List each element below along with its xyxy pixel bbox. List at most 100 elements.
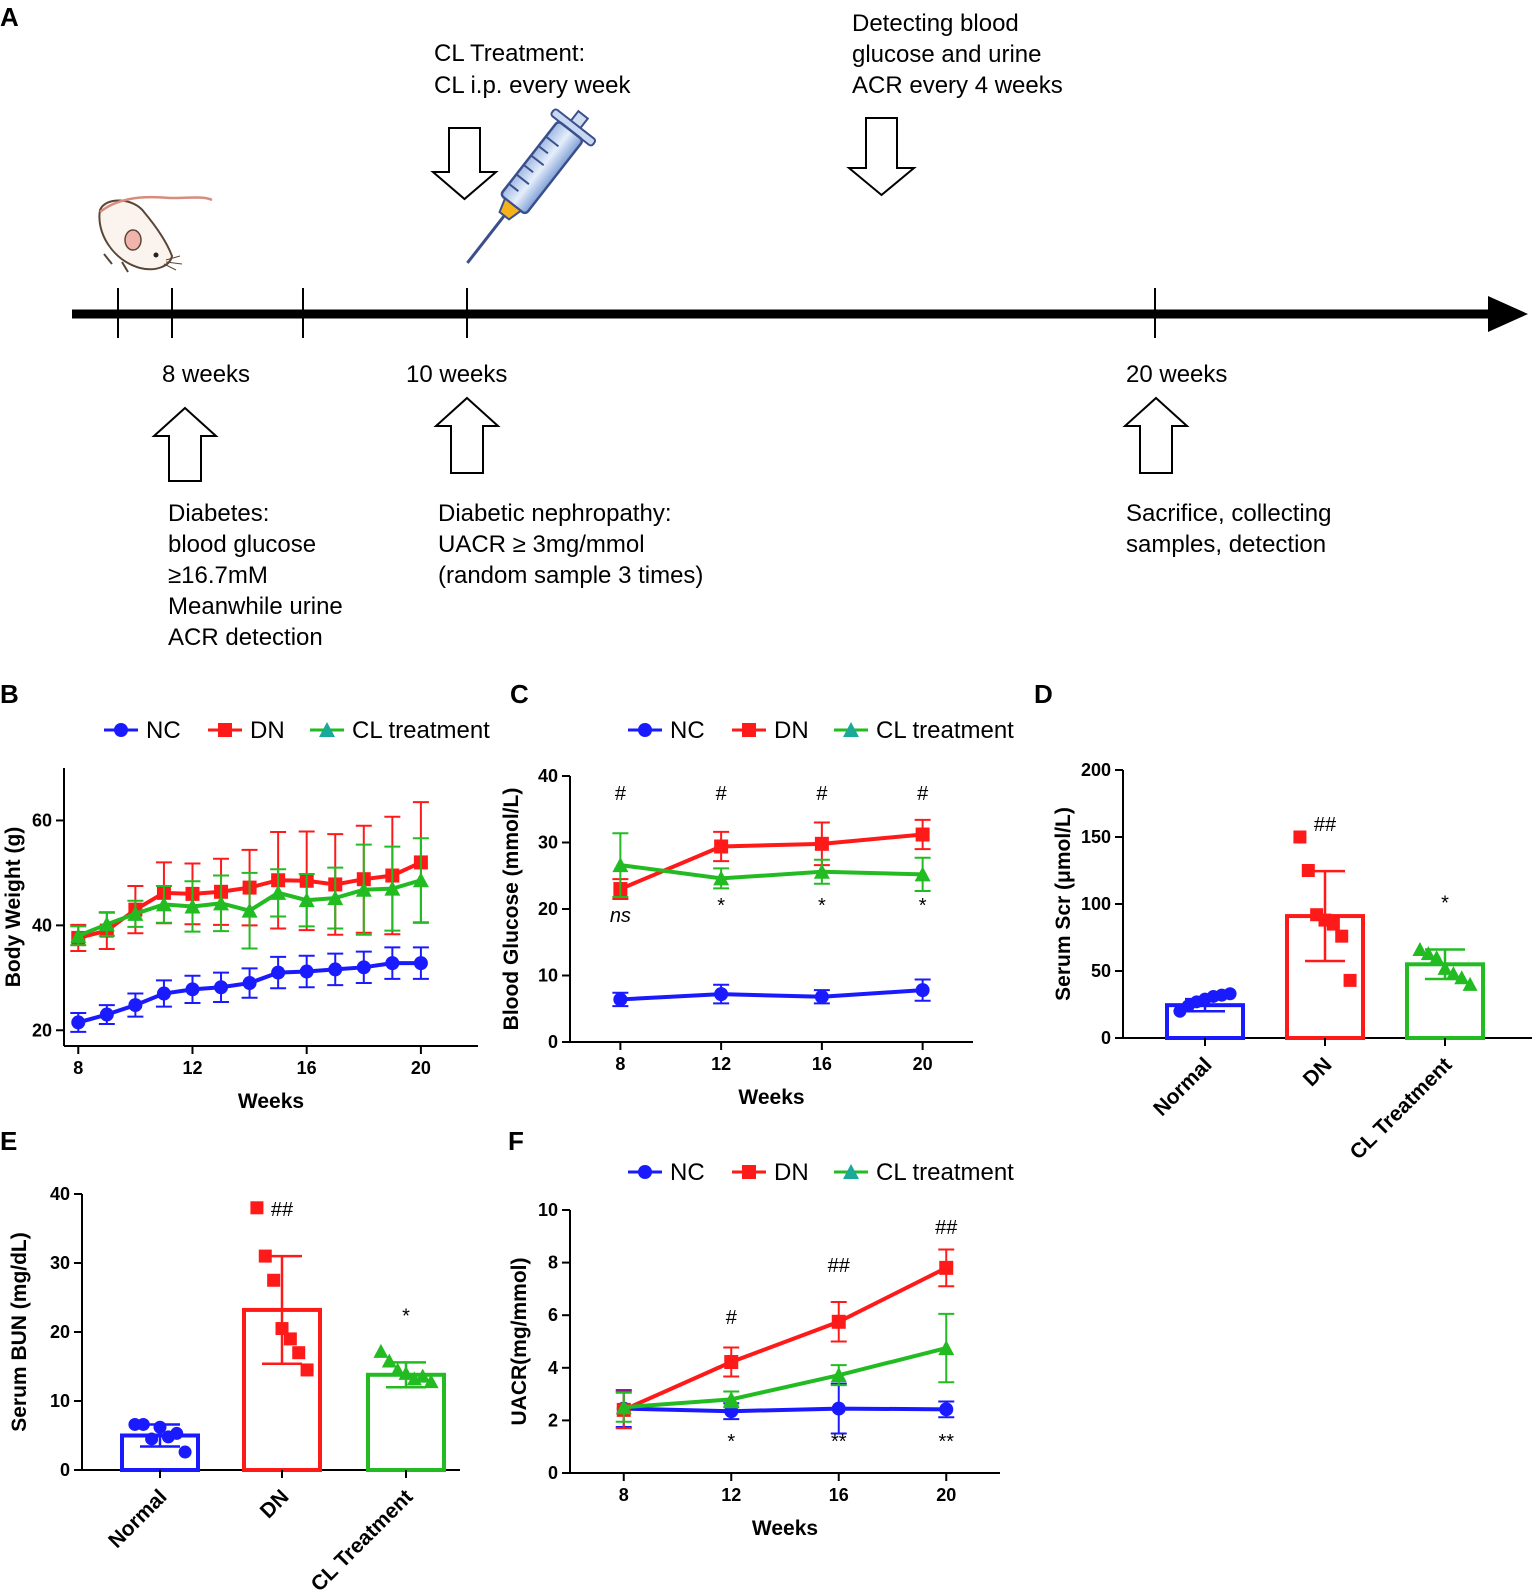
data-point — [373, 1343, 389, 1358]
data-point — [612, 857, 629, 873]
x-tick-label: 8 — [615, 1054, 625, 1074]
y-tick-label: 60 — [32, 810, 52, 830]
significance-mark: # — [726, 1307, 738, 1329]
data-point — [71, 1015, 86, 1030]
legend-marker — [319, 722, 335, 737]
x-tick-label: Normal — [1149, 1053, 1216, 1120]
diabetes-line-1: Diabetes: — [168, 500, 269, 527]
timeline-arrowhead-icon — [1488, 296, 1528, 332]
significance-mark: ## — [935, 1217, 958, 1239]
y-tick-label: 0 — [1101, 1028, 1111, 1048]
sacrifice-line-1: Sacrifice, collecting — [1126, 500, 1331, 527]
panel-b-label: B — [0, 679, 19, 709]
significance-mark: * — [402, 1305, 410, 1327]
data-point — [939, 1260, 954, 1275]
significance-mark: # — [615, 783, 627, 805]
x-tick-label: 16 — [829, 1485, 849, 1505]
series-dn — [612, 818, 931, 901]
panel-a: A CL Treatment: CL i.p. every week Detec… — [0, 2, 1528, 651]
significance-mark: ** — [831, 1431, 847, 1453]
chart-c: C NC DN CL treatment 0 10 20 30 40 8 12 16 20 Weeks Bl… — [500, 679, 1014, 1109]
x-axis-label: Weeks — [738, 1086, 804, 1109]
detecting-line-2: glucose and urine — [852, 41, 1041, 68]
nephropathy-line-3: (random sample 3 times) — [438, 562, 703, 589]
data-point — [415, 1368, 431, 1383]
legend-marker — [742, 1165, 756, 1179]
significance-mark: # — [917, 783, 929, 805]
legend-label: NC — [670, 1159, 705, 1186]
series-line — [623, 1406, 947, 1414]
data-point — [412, 872, 429, 888]
data-point — [814, 989, 829, 1004]
data-point — [99, 1007, 114, 1022]
week-10-label: 10 weeks — [406, 361, 507, 388]
series-cl-treatment — [70, 837, 429, 950]
series-cl-treatment — [615, 1312, 955, 1423]
legend-label: DN — [250, 717, 285, 744]
legend-marker — [638, 723, 652, 737]
panel-f-label: F — [508, 1126, 524, 1156]
panel-c-label: C — [510, 679, 529, 709]
data-point — [831, 1401, 846, 1416]
series-line — [619, 832, 923, 891]
y-tick-label: 40 — [538, 766, 558, 786]
y-axis-label: Blood Glucose (mmol/L) — [500, 788, 523, 1031]
y-axis-label: Serum Scr (μmol/L) — [1052, 807, 1075, 1001]
data-point — [831, 1314, 846, 1329]
data-point — [258, 1249, 272, 1263]
data-point — [813, 863, 830, 879]
data-point — [145, 1432, 159, 1446]
x-tick-label: 8 — [619, 1485, 629, 1505]
nephropathy-text: Diabetic nephropathy: UACR ≥ 3mg/mmol (r… — [438, 500, 703, 589]
y-tick-label: 10 — [538, 966, 558, 986]
series-line — [623, 1346, 947, 1410]
y-tick-label: 40 — [32, 915, 52, 935]
x-tick-label: CL Treatment — [307, 1485, 418, 1591]
x-tick-label: DN — [256, 1485, 294, 1523]
data-point — [214, 980, 229, 995]
x-tick-label: Normal — [104, 1485, 171, 1552]
series-line — [622, 1266, 948, 1412]
x-tick-label: CL Treatment — [1346, 1053, 1457, 1164]
data-point — [1445, 966, 1461, 981]
significance-mark: * — [919, 895, 927, 917]
cl-treatment-text: CL Treatment: CL i.p. every week — [434, 40, 632, 99]
data-point — [328, 962, 343, 977]
data-point — [915, 983, 930, 998]
data-point — [398, 1365, 414, 1380]
y-tick-label: 8 — [548, 1253, 558, 1273]
up-arrow-icon — [151, 406, 219, 482]
data-point — [300, 1363, 314, 1377]
x-tick-label: 12 — [721, 1485, 741, 1505]
x-tick-label: 16 — [812, 1054, 832, 1074]
data-point — [1437, 960, 1453, 975]
down-arrow-icon — [846, 117, 917, 197]
x-tick-label: 8 — [73, 1058, 83, 1078]
data-point — [1412, 942, 1428, 957]
y-axis-label: Body Weight (g) — [2, 827, 25, 988]
data-point — [384, 880, 401, 896]
legend-label: CL treatment — [876, 717, 1014, 744]
legend-label: DN — [774, 717, 809, 744]
y-tick-label: 30 — [538, 833, 558, 853]
data-point — [355, 881, 372, 897]
detecting-line-3: ACR every 4 weeks — [852, 72, 1063, 99]
data-point — [213, 895, 230, 911]
x-tick-label: 12 — [182, 1058, 202, 1078]
bar-cl-treatment — [366, 1372, 446, 1473]
y-tick-label: 20 — [32, 1020, 52, 1040]
series-line — [620, 863, 923, 881]
significance-mark: # — [716, 783, 728, 805]
y-tick-label: 100 — [1081, 894, 1111, 914]
data-point — [1223, 987, 1237, 1001]
data-point — [1454, 970, 1470, 985]
data-point — [270, 884, 287, 900]
diabetes-line-5: ACR detection — [168, 624, 323, 651]
legend-label: DN — [774, 1159, 809, 1186]
data-point — [814, 836, 829, 851]
legend-label: CL treatment — [352, 717, 490, 744]
data-point — [1462, 976, 1478, 991]
data-point — [356, 960, 371, 975]
week-8-label: 8 weeks — [162, 361, 250, 388]
data-point — [714, 839, 729, 854]
